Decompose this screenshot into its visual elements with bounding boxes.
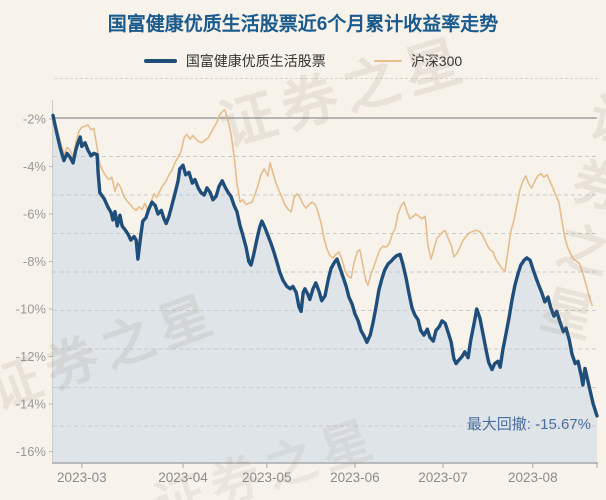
y-axis-label: -16% <box>16 444 47 459</box>
x-axis-label: 2023-07 <box>418 470 468 485</box>
x-axis-label: 2023-08 <box>508 470 558 485</box>
series-line <box>51 113 599 418</box>
x-axis-label: 2023-04 <box>158 470 208 485</box>
y-axis-label: -14% <box>16 397 47 412</box>
x-axis-label: 2023-06 <box>330 470 380 485</box>
series-line <box>52 109 593 307</box>
legend-divider <box>55 78 598 79</box>
page-title: 国富健康优质生活股票近6个月累计收益率走势 <box>107 14 499 35</box>
legend-label-fund: 国富健康优质生活股票 <box>185 53 326 69</box>
legend-item-fund[interactable]: 国富健康优质生活股票 <box>143 51 326 71</box>
x-axis-label: 2023-05 <box>242 470 292 485</box>
fund-line-swatch <box>143 59 177 63</box>
chart-legend: 国富健康优质生活股票 沪深300 <box>0 51 606 71</box>
y-axis-label: -12% <box>16 349 47 364</box>
legend-item-hs300[interactable]: 沪深300 <box>373 51 463 71</box>
y-axis-label: -6% <box>23 207 47 222</box>
y-axis-label: -10% <box>16 302 47 317</box>
y-axis-label: -8% <box>23 254 47 269</box>
y-axis-label: -2% <box>23 112 47 127</box>
x-axis-label: 2023-03 <box>57 470 107 485</box>
y-axis-label: -4% <box>23 159 47 174</box>
hs300-line-swatch <box>373 60 402 62</box>
max-drawdown-annotation: 最大回撤: -15.67% <box>467 416 591 433</box>
legend-label-hs300: 沪深300 <box>410 53 463 69</box>
